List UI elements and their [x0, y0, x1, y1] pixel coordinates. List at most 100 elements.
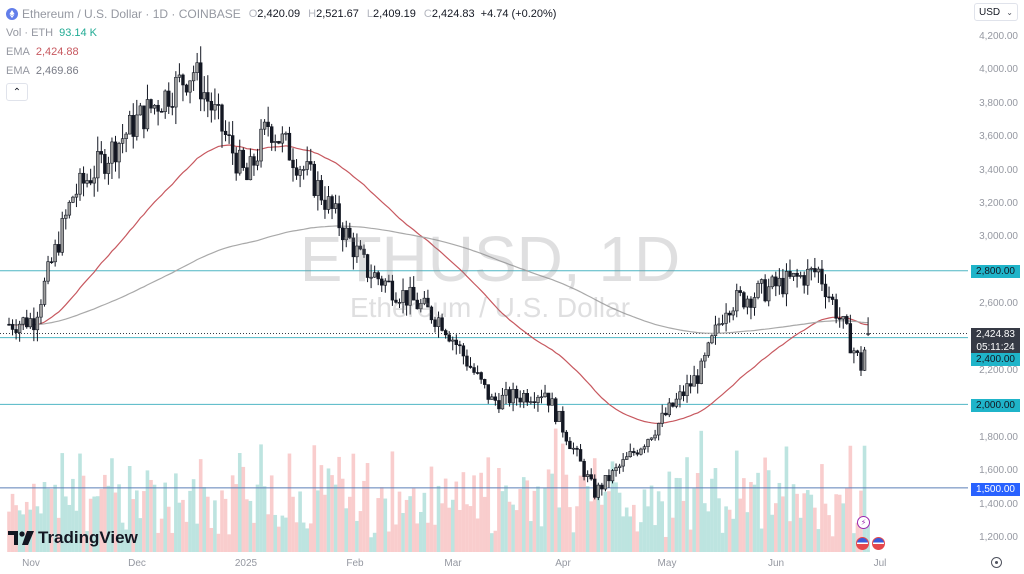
candle: [7, 323, 11, 326]
candle: [841, 316, 845, 320]
candle: [206, 92, 210, 102]
candle: [539, 396, 544, 399]
time-tick-label: Feb: [346, 558, 364, 569]
ema-line[interactable]: [9, 225, 869, 334]
time-tick-label: Jun: [767, 558, 785, 569]
candle: [834, 299, 838, 319]
candle: [309, 161, 313, 165]
candle: [177, 74, 182, 78]
candle: [298, 169, 302, 176]
candles: [7, 46, 870, 501]
candle: [323, 199, 327, 210]
price-tick-label: 4,200.00: [979, 31, 1018, 42]
candle: [99, 151, 104, 155]
ema-slow-row[interactable]: EMA 2,469.86: [6, 61, 556, 80]
candle: [717, 323, 721, 326]
lightning-event-icon[interactable]: ⚡: [857, 516, 870, 529]
candle: [10, 324, 15, 330]
time-tick-label: May: [657, 558, 677, 569]
candle: [678, 391, 682, 400]
candle: [32, 318, 36, 331]
candle: [777, 277, 782, 287]
candle: [568, 440, 572, 450]
candle: [859, 352, 863, 371]
candle: [561, 410, 565, 433]
candle: [798, 275, 803, 277]
candle: [447, 334, 451, 342]
candle: [234, 152, 238, 174]
candle: [145, 99, 150, 130]
candle: [287, 132, 292, 161]
candle: [486, 384, 490, 400]
price-tick-label: 3,600.00: [979, 131, 1018, 143]
candle: [195, 62, 199, 73]
candle: [809, 268, 814, 270]
candle: [277, 141, 281, 144]
candle: [543, 392, 547, 398]
open-value: 2,420.09: [257, 7, 301, 20]
candle: [575, 447, 579, 450]
candle: [376, 272, 380, 280]
candle: [106, 162, 111, 174]
candle: [241, 149, 245, 168]
time-tick-label: Apr: [555, 558, 571, 569]
candle: [862, 349, 867, 371]
currency-select[interactable]: USD ⌄: [974, 3, 1018, 21]
candle: [419, 303, 423, 310]
candle: [532, 401, 537, 403]
candle: [216, 104, 221, 106]
settings-icon[interactable]: [991, 557, 1002, 568]
candle: [649, 437, 654, 440]
candle: [564, 431, 569, 442]
time-tick-label: Dec: [128, 558, 146, 569]
ema-fast-row[interactable]: EMA 2,424.88: [6, 42, 556, 61]
symbol-row[interactable]: Ethereum / U.S. Dollar · 1D · COINBASE O…: [6, 4, 556, 23]
candle: [422, 297, 427, 304]
low-key: L: [366, 7, 374, 20]
candle: [120, 138, 125, 144]
candle: [404, 290, 409, 306]
candle: [688, 383, 693, 387]
candle: [255, 160, 260, 166]
candle: [674, 398, 679, 407]
candle: [518, 397, 522, 403]
candle: [262, 121, 267, 130]
candle: [490, 396, 494, 400]
price-tick-label: 4,000.00: [979, 64, 1018, 76]
candle: [128, 115, 132, 135]
candle: [504, 389, 508, 396]
candle: [596, 484, 601, 498]
candle: [784, 271, 789, 295]
candle: [646, 439, 650, 447]
tradingview-logo[interactable]: TradingView: [8, 528, 138, 548]
candle: [415, 299, 419, 310]
candle: [291, 159, 295, 169]
candle: [745, 298, 750, 308]
candle: [362, 248, 366, 255]
us-flag-event-icon[interactable]: [872, 537, 885, 550]
us-flag-event-icon[interactable]: [856, 537, 869, 550]
level-badge-2000: 2,000.00: [971, 399, 1020, 412]
candle: [401, 290, 405, 303]
candle: [53, 244, 57, 263]
price-tick-label: 1,800.00: [979, 431, 1018, 443]
collapse-legend-button[interactable]: ⌃: [6, 83, 28, 101]
candle: [135, 114, 139, 137]
candle: [837, 318, 842, 320]
candle: [113, 141, 118, 163]
candle: [436, 317, 441, 327]
candle: [124, 133, 128, 139]
candle: [823, 283, 828, 298]
candle: [624, 456, 629, 460]
candle: [752, 297, 757, 308]
candle: [639, 448, 643, 455]
candle: [227, 134, 231, 136]
candle: [585, 474, 590, 477]
candle: [727, 312, 732, 316]
volume-indicator-row[interactable]: Vol · ETH 93.14 K: [6, 23, 556, 42]
ema-line[interactable]: [8, 144, 869, 424]
candle: [230, 135, 235, 154]
candle: [408, 286, 412, 306]
ema-fast-value: 2,424.88: [35, 45, 79, 58]
